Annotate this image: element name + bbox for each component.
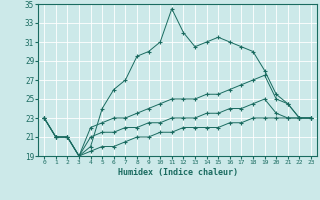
X-axis label: Humidex (Indice chaleur): Humidex (Indice chaleur) bbox=[118, 168, 238, 177]
